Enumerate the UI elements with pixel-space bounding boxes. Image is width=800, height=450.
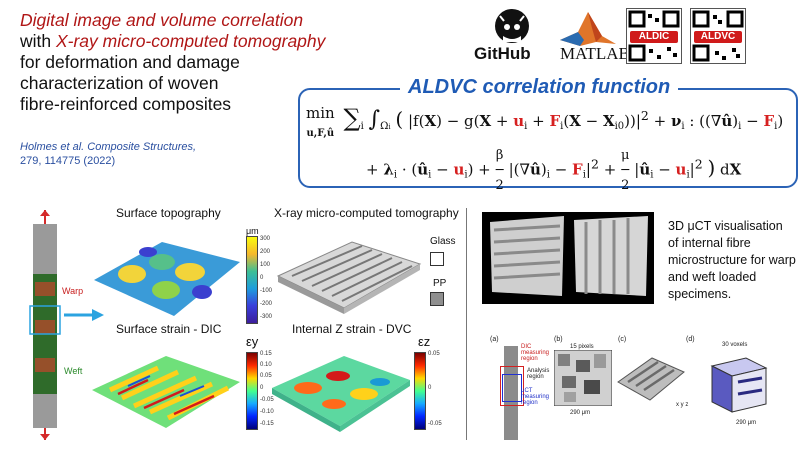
ez-symbol: εz — [418, 334, 431, 349]
fig-b-pixel-grid — [554, 350, 612, 406]
topo-tick: -100 — [260, 288, 273, 294]
glass-swatch — [430, 252, 444, 266]
fig-c-label: (c) — [618, 336, 627, 343]
fig-a-specimen — [504, 346, 518, 440]
dic-region-box — [500, 366, 524, 406]
ey-symbol: εy — [246, 334, 259, 349]
matlab-label: MATLAB — [560, 44, 630, 63]
fig-b-label: (b) — [554, 336, 563, 343]
qr-aldvc-label: ALDVC — [694, 31, 742, 43]
min-operator: min — [306, 104, 335, 122]
axis-triad-label: x y z — [676, 402, 689, 408]
analysis-region-label: Analysis region — [527, 368, 550, 380]
qr-code-aldvc[interactable]: ALDVC — [690, 8, 746, 64]
section-divider — [466, 208, 467, 440]
ct-description: 3D μCT visualisation of internal fibre m… — [668, 219, 796, 301]
github-label: GitHub — [474, 44, 531, 63]
formula-line-1: min u,F,û ∑i ∫Ωi ( |f(X) − g(X + ui + Fi… — [306, 104, 784, 139]
voxels-label: 30 voxels — [722, 342, 748, 348]
topography-colorbar — [246, 236, 258, 324]
qr-aldic-label: ALDIC — [630, 31, 678, 43]
size-b-label: 290 μm — [570, 410, 591, 416]
topo-tick: 300 — [260, 236, 271, 242]
qr-icon — [628, 10, 680, 62]
ey-tick: -0.15 — [260, 421, 274, 427]
pixels-label: 15 pixels — [570, 344, 594, 350]
topo-tick: 200 — [260, 249, 271, 255]
weft-label: Weft — [64, 366, 83, 376]
citation[interactable]: Holmes et al. Composite Structures, 279,… — [20, 140, 196, 168]
pp-swatch — [430, 292, 444, 306]
min-subscript: u,F,û — [306, 128, 335, 139]
pp-legend-label: PP — [433, 278, 447, 289]
xray-ct-render — [276, 241, 422, 314]
citation-journal: Composite Structures, — [87, 141, 197, 153]
ey-colorbar — [246, 352, 258, 430]
formula-title: ALDVC correlation function — [400, 76, 679, 99]
fig-c-volume — [617, 357, 685, 401]
warp-label: Warp — [62, 286, 84, 296]
github-icon[interactable] — [476, 6, 548, 66]
size-d-label: 290 μm — [736, 420, 757, 426]
topo-tick: 0 — [260, 275, 264, 281]
fig-d-voxel-cube — [710, 357, 768, 413]
title-line-5: fibre-reinforced composites — [20, 94, 232, 114]
title-line-1: Digital image and volume correlation — [20, 10, 304, 30]
surface-topography-plot — [94, 242, 240, 316]
surface-topography-title: Surface topography — [116, 206, 221, 220]
ey-tick: 0 — [260, 385, 264, 391]
xray-ct-title: X-ray micro-computed tomography — [274, 206, 459, 220]
surface-strain-title: Surface strain - DIC — [116, 322, 222, 336]
internal-strain-title: Internal Z strain - DVC — [292, 322, 412, 336]
fig-d-label: (d) — [686, 336, 695, 343]
uct-region-box — [502, 374, 522, 402]
topo-tick: -300 — [260, 314, 273, 320]
internal-strain-plot — [272, 356, 410, 432]
glass-legend-label: Glass — [430, 236, 456, 247]
ez-tick: 0 — [428, 385, 432, 391]
surface-strain-plot — [92, 356, 240, 428]
formula-line-2: + λi · (ûi − ui) + β ─ 2 |(∇û)i − Fi|2 + μ… — [366, 148, 742, 193]
ey-tick: -0.05 — [260, 397, 274, 403]
ez-tick: -0.05 — [428, 421, 442, 427]
matlab-icon[interactable] — [556, 6, 620, 66]
fig-a-label: (a) — [490, 336, 499, 343]
ez-tick: 0.05 — [428, 351, 440, 357]
qr-code-aldic[interactable]: ALDIC — [626, 8, 682, 64]
ey-tick: 0.15 — [260, 351, 272, 357]
topography-unit: μm — [246, 226, 259, 236]
ez-colorbar — [414, 352, 426, 430]
dic-region-label: DIC measuring region — [521, 344, 550, 362]
title-line-2-red: X-ray micro-computed tomography — [55, 31, 326, 51]
ey-tick: 0.10 — [260, 362, 272, 368]
ey-tick: 0.05 — [260, 373, 272, 379]
topo-tick: 100 — [260, 262, 271, 268]
title-line-3: for deformation and damage — [20, 52, 240, 72]
qr-icon — [692, 10, 744, 62]
specimen-figure — [29, 210, 61, 440]
citation-volume: 279, 114775 (2022) — [20, 155, 116, 167]
topo-tick: -200 — [260, 301, 273, 307]
title-line-4: characterization of woven — [20, 73, 219, 93]
ct-visualisation — [482, 212, 654, 304]
uct-region-label: μCT measuring region — [521, 388, 550, 406]
arrow-icon — [64, 309, 104, 321]
ey-tick: -0.10 — [260, 409, 274, 415]
paper-title: Digital image and volume correlation wit… — [20, 10, 340, 115]
title-line-2: with X-ray micro-computed tomography — [20, 31, 326, 51]
citation-authors: Holmes et al. — [20, 141, 85, 153]
